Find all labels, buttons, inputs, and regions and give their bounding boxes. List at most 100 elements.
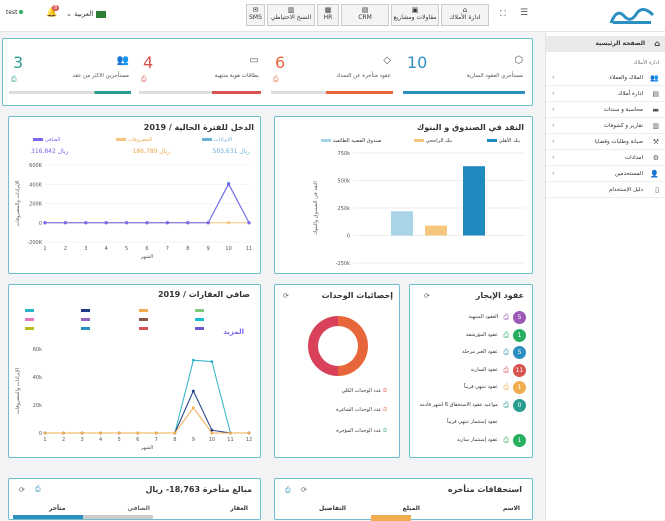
sidebar-item-owners[interactable]: 👥 ‹ الملاك والعملاء: [546, 70, 665, 86]
print-icon[interactable]: ⎙: [285, 486, 291, 494]
stat-bar: [9, 91, 131, 94]
realty-point: [210, 360, 214, 363]
lease-row[interactable]: 0 ⎙ مواعيد عقود الاستحقاق 6 اشهر قادمة: [414, 398, 528, 412]
print-icon[interactable]: ⎙: [503, 313, 509, 321]
nav-sms[interactable]: ✉ SMS: [246, 4, 265, 26]
x-tick-label: 6: [136, 437, 139, 443]
sidebar-item-guide[interactable]: ▯ دليل الإستخدام: [546, 182, 665, 198]
lease-row[interactable]: 1 ⎙ عقود تنتهي قريباً: [414, 381, 528, 394]
sidebar-home[interactable]: ⌂ الصفحة الرئيسية: [546, 36, 665, 52]
stat-active-tenants[interactable]: 10 ⬡ مستأجري العقود السارية: [399, 45, 529, 102]
lease-row[interactable]: 5 ⎙ العقود المنتهية: [414, 311, 528, 324]
late-panel: مبالغ متأخرة 18,763- ريال ⟳ ⎙ العقار الص…: [8, 478, 261, 520]
print-icon[interactable]: ⎙: [503, 348, 509, 356]
x-tick-label: 2: [62, 437, 65, 443]
income-point: [43, 221, 47, 225]
bed-icon: ⎚: [382, 428, 387, 434]
lease-row[interactable]: 5 ⎙ عقود الغير مرحلة: [414, 346, 528, 359]
nav-backup[interactable]: ▥ النسخ الاحتياطي: [267, 4, 315, 26]
print-icon[interactable]: ⎙: [503, 365, 509, 374]
y-tick-label: 200K: [29, 202, 43, 208]
count-badge: 0: [513, 398, 526, 412]
fullscreen-icon[interactable]: ⛶: [500, 9, 506, 18]
sidebar-item-property[interactable]: ▤ ‹ ادارة أملاك: [546, 86, 665, 102]
realty-point: [210, 431, 214, 435]
lease-label: عقود المؤرشفة: [465, 331, 498, 338]
realty-point: [173, 431, 177, 435]
sidebar-item-accounting[interactable]: ▬ ‹ محاسبة و سندات: [546, 102, 665, 118]
nav-contracting[interactable]: ▣ مقاولات ومشاريع: [391, 4, 439, 26]
x-tick-label: 9: [207, 246, 210, 252]
y-tick-label: 0: [347, 234, 350, 240]
print-icon[interactable]: ⎙: [503, 330, 509, 339]
nav-crm[interactable]: ▤ CRM: [341, 4, 389, 26]
print-icon[interactable]: ⎙: [35, 485, 41, 493]
income-point: [227, 221, 231, 225]
building-icon: ▤: [652, 90, 659, 98]
sidebar-item-maintenance[interactable]: ⚒ ‹ صيانة وطلبات وقضايا: [546, 134, 665, 150]
count-badge: 1: [513, 328, 526, 342]
wrench-icon: ⚒: [652, 138, 659, 146]
lease-row[interactable]: عقود إستثمار تنتهي قريباً: [414, 416, 528, 429]
lease-label: عقود الغير مرحلة: [462, 349, 498, 355]
y-tick-label: 600K: [29, 163, 43, 169]
stat-late-contracts[interactable]: 6 ◇ عقود متأخرة عن السداد ⎙: [267, 45, 397, 102]
nav-hr[interactable]: ▦ HR: [317, 4, 339, 26]
user-icon: 👤: [650, 170, 659, 178]
bed-icon: ⎚: [382, 407, 387, 413]
nav-property-mgmt[interactable]: ⌂ ادارة الأملاك: [441, 4, 489, 26]
lease-row[interactable]: 11 ⎙ عقود السارية: [414, 363, 528, 377]
stat-multi-tenants[interactable]: 3 👥 مستأجرين الاكثر من عقد ⎙: [5, 45, 135, 102]
book-icon: ▯: [655, 186, 659, 194]
money-icon: ▬: [652, 106, 659, 114]
refresh-icon[interactable]: ⟳: [19, 486, 25, 494]
top-bar: ☰ ⛶ ⌂ ادارة الأملاك ▣ مقاولات ومشاريع ▤ CRM…: [0, 0, 665, 32]
y-tick-label: 500k: [338, 179, 351, 185]
menu-icon[interactable]: ☰: [520, 8, 529, 18]
chevron-left-icon: ‹: [552, 138, 555, 145]
legend-ahli: بنك الراجحي: [413, 138, 452, 144]
refresh-icon[interactable]: ⟳: [301, 486, 307, 494]
units-title: إحصائيات الوحدات: [321, 291, 393, 300]
print-icon[interactable]: ⎙: [11, 75, 17, 83]
sidebar-item-users[interactable]: 👤 ‹ المستخدمين: [546, 166, 665, 182]
lease-row[interactable]: 1 ⎙ عقود إستثمار سارية: [414, 433, 528, 447]
home-icon: ⌂: [462, 6, 468, 14]
income-panel: الدخل للفترة الحالية / 2019 الايرادات ال…: [8, 116, 261, 274]
y-tick-label: 0: [39, 221, 42, 227]
print-icon[interactable]: ⎙: [273, 75, 279, 83]
x-tick-label: 2: [64, 246, 67, 252]
print-icon[interactable]: ⎙: [141, 75, 147, 83]
realty-point: [80, 431, 84, 435]
lease-label: عقود السارية: [470, 366, 498, 373]
language-selector[interactable]: ⌄ العربية: [66, 10, 107, 18]
chevron-down-icon: ⌄: [66, 10, 72, 18]
late-bar: [13, 515, 153, 519]
print-icon[interactable]: ⎙: [503, 435, 509, 444]
briefcase-icon: ▣: [411, 6, 419, 14]
y-tick-label: 40k: [33, 375, 42, 381]
x-tick-label: 4: [105, 246, 108, 252]
realty-point: [247, 431, 251, 435]
lease-row[interactable]: 1 ⎙ عقود المؤرشفة: [414, 328, 528, 342]
x-tick-label: 5: [125, 246, 128, 252]
notification-bell[interactable]: 🔔 8: [46, 5, 60, 18]
print-icon[interactable]: ⎙: [503, 400, 509, 409]
cash-bar: [425, 225, 447, 236]
x-tick-label: 4: [99, 437, 102, 443]
user-menu[interactable]: test: [6, 9, 24, 16]
lease-label: عقود إستثمار تنتهي قريباً: [447, 419, 498, 425]
sidebar-item-reports[interactable]: ▥ ‹ تقارير و كشوفات: [546, 118, 665, 134]
stat-expired-ids[interactable]: 4 ▭ بطاقات هوية منتهية ⎙: [135, 45, 265, 102]
more-link[interactable]: المزيد: [223, 328, 244, 336]
x-tick-label: 8: [186, 246, 189, 252]
cash-title: النقد في الصندوق و البنوك: [416, 123, 524, 132]
legend-swatch: [139, 318, 148, 321]
bed-icon: ⎚: [382, 388, 387, 394]
refresh-icon[interactable]: ⟳: [424, 292, 430, 300]
sidebar: ⌂ الصفحة الرئيسية ادارة الأملاك 👥 ‹ الملاك …: [545, 32, 665, 520]
print-icon[interactable]: ⎙: [503, 383, 509, 391]
sidebar-item-settings[interactable]: ⚙ ‹ امدادات: [546, 150, 665, 166]
refresh-icon[interactable]: ⟳: [283, 292, 289, 300]
